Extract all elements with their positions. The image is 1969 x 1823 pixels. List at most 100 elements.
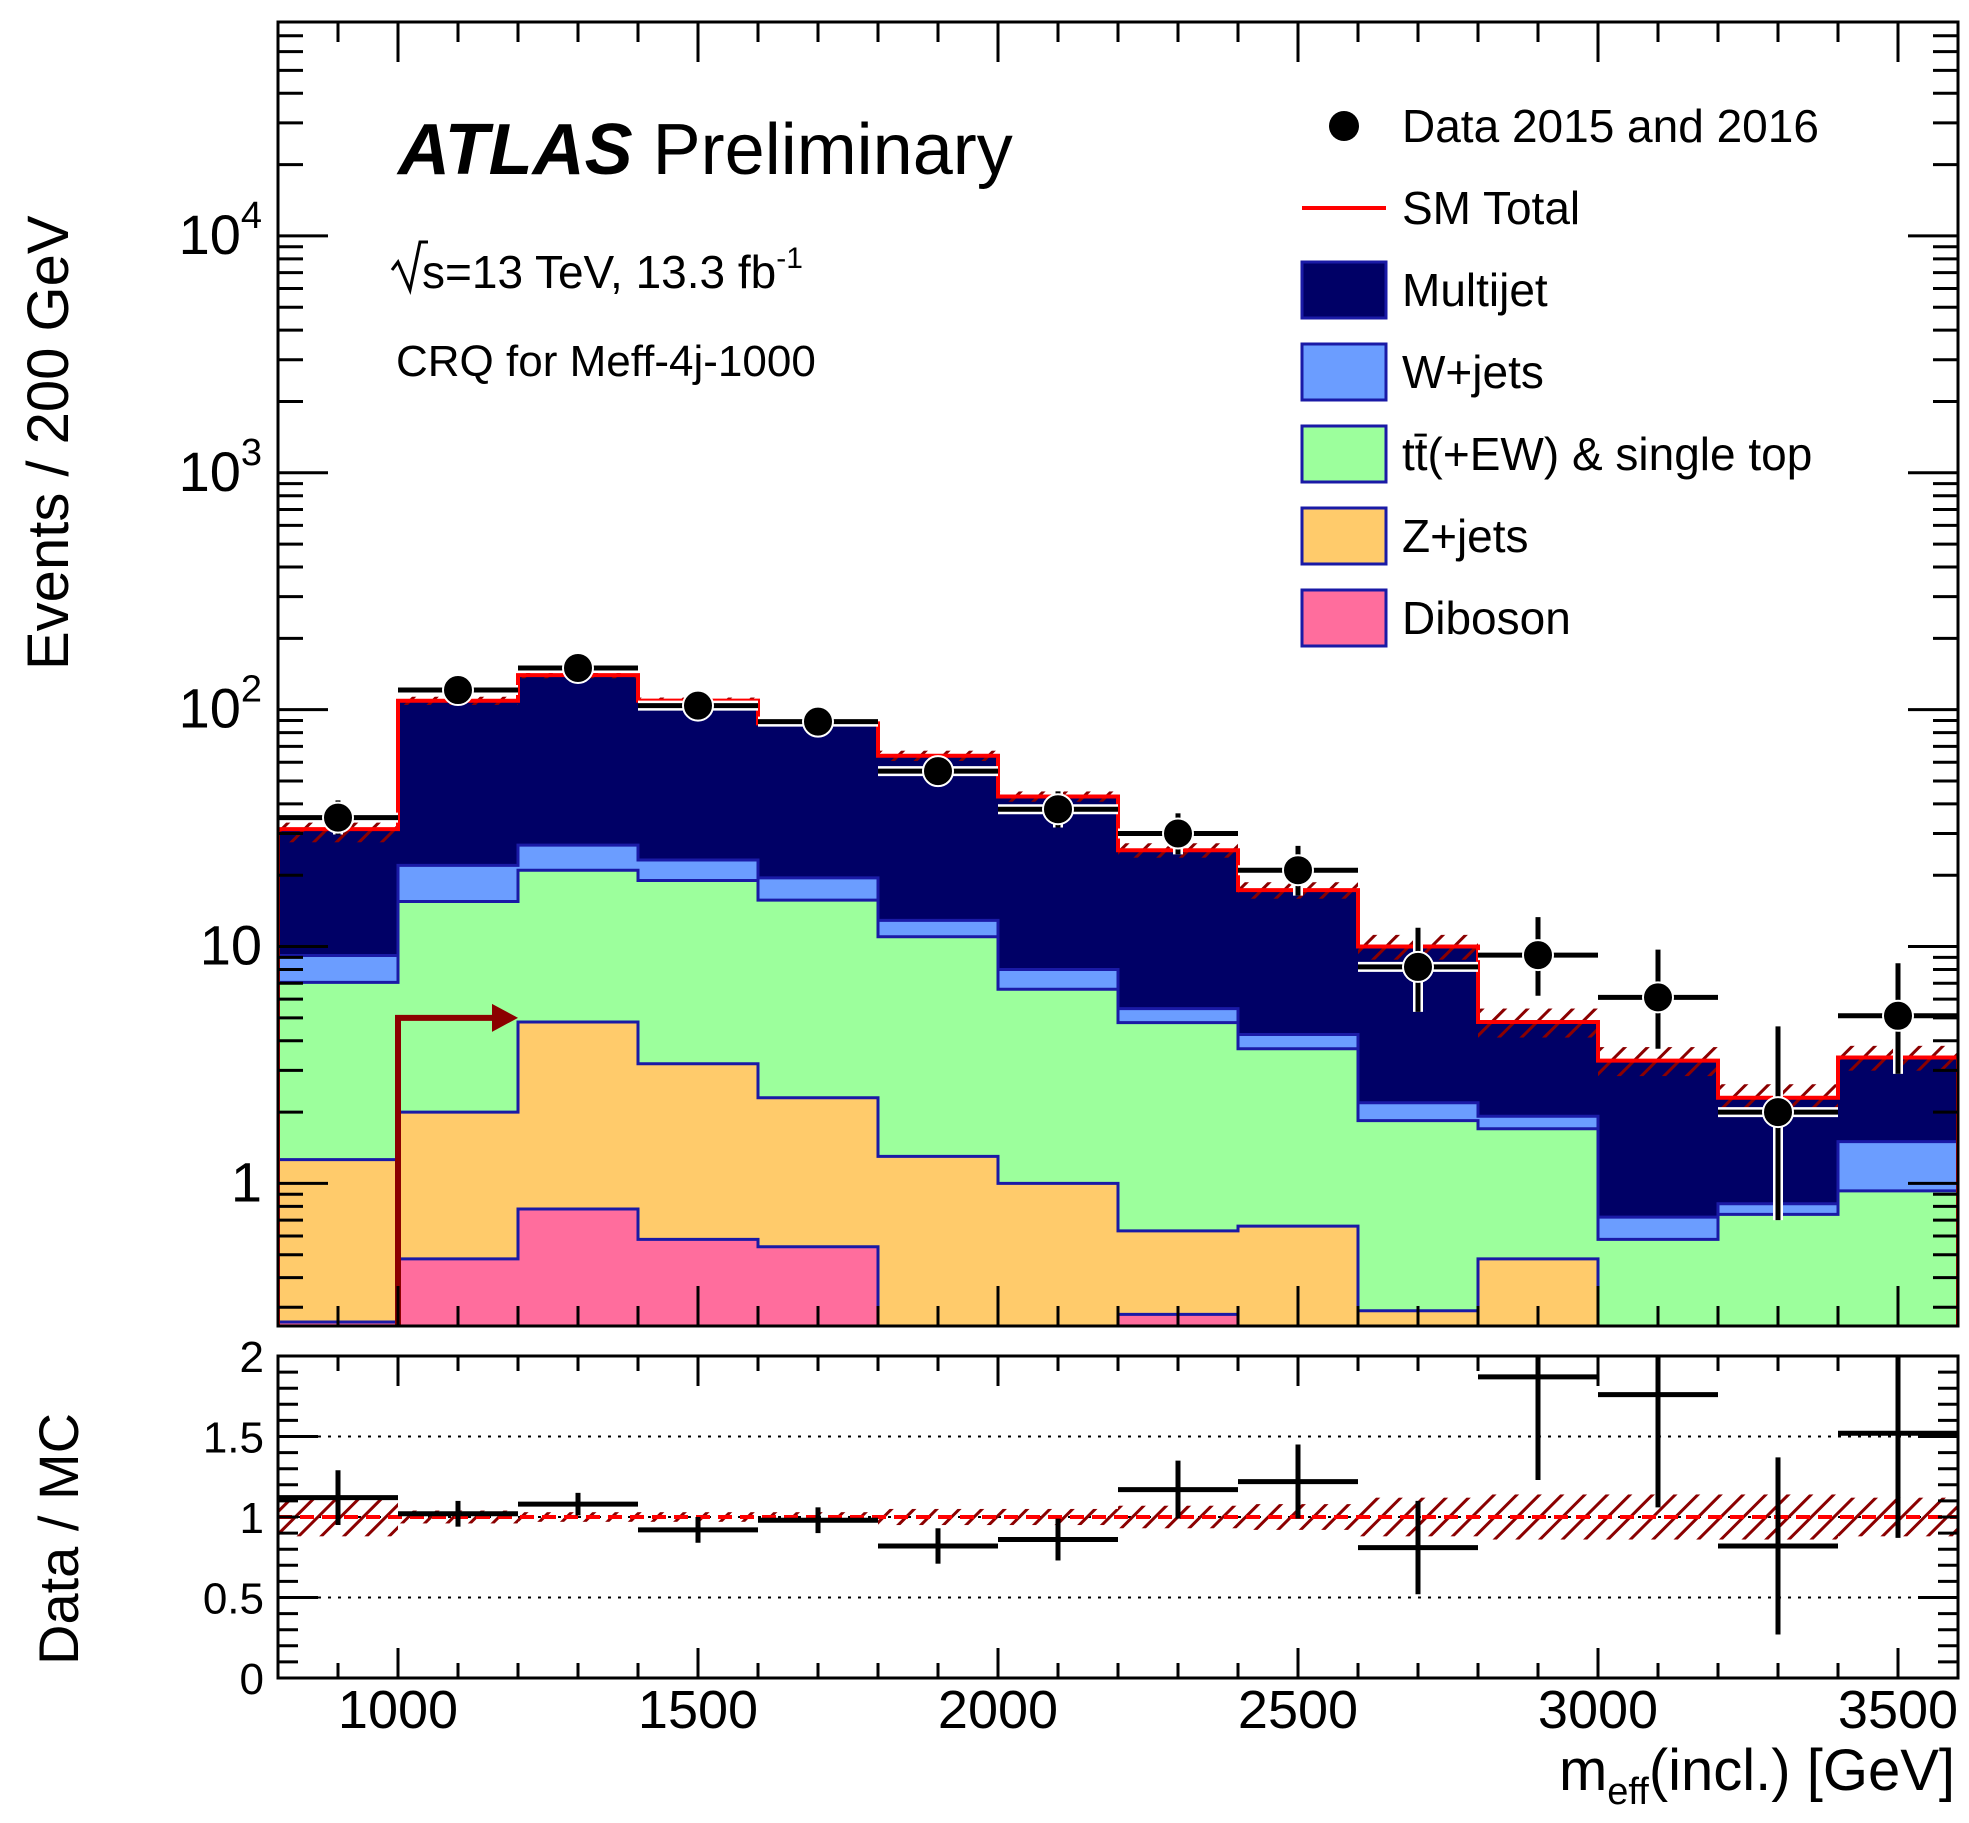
legend-label: SM Total bbox=[1402, 182, 1580, 234]
ratio-point bbox=[1238, 1444, 1358, 1519]
ratio-point bbox=[638, 1517, 758, 1543]
legend-entry-tt-ew-single-top: tt̄(+EW) & single top bbox=[1300, 424, 1812, 484]
x-tick-label: 1500 bbox=[638, 1680, 758, 1740]
legend: Data 2015 and 2016 SM Total Multijet W+jets… bbox=[1300, 100, 1819, 648]
ratio-points-layer bbox=[278, 1356, 1958, 1635]
data-marker bbox=[1162, 817, 1194, 850]
x-axis-label-sub: eff bbox=[1607, 1771, 1649, 1813]
ratio-point bbox=[278, 1470, 398, 1526]
stack-layer bbox=[278, 673, 1958, 1326]
legend-swatch bbox=[1300, 506, 1388, 566]
region-label: CRQ for Meff-4j-1000 bbox=[396, 337, 816, 386]
data-marker bbox=[1522, 939, 1554, 972]
legend-label: Data 2015 and 2016 bbox=[1402, 100, 1819, 152]
data-points-layer bbox=[278, 651, 1958, 1221]
y-tick-label: 103 bbox=[179, 432, 262, 503]
data-point bbox=[398, 674, 518, 707]
data-marker bbox=[322, 801, 354, 834]
y-axis-label: Events / 200 GeV bbox=[16, 215, 81, 670]
legend-label: Diboson bbox=[1402, 592, 1571, 644]
x-axis-label-main: m bbox=[1559, 1738, 1607, 1803]
data-point bbox=[1358, 927, 1478, 1012]
ratio-point bbox=[758, 1507, 878, 1534]
legend-entry-sm-total: SM Total bbox=[1302, 182, 1580, 234]
stack-diboson bbox=[278, 1207, 1240, 1326]
ratio-point bbox=[1718, 1457, 1838, 1635]
energy-lumi-label: s=13 TeV, 13.3 fb-1 bbox=[390, 240, 803, 298]
energy-prefix: s bbox=[422, 246, 445, 298]
legend-entry-z-jets: Z+jets bbox=[1300, 506, 1529, 566]
legend-swatch bbox=[1300, 260, 1388, 320]
legend-entry-diboson: Diboson bbox=[1300, 588, 1571, 648]
data-point bbox=[758, 705, 878, 738]
legend-entry-data-2015-and-2016: Data 2015 and 2016 bbox=[1329, 100, 1819, 152]
ratio-y-tick-label: 1 bbox=[240, 1494, 264, 1543]
experiment-name: ATLAS bbox=[396, 110, 633, 190]
y-tick-label: 10 bbox=[200, 914, 262, 977]
data-point bbox=[1238, 845, 1358, 896]
cut-arrow-line bbox=[395, 1014, 500, 1326]
ratio-panel bbox=[278, 1356, 1958, 1635]
x-tick-label: 1000 bbox=[338, 1680, 458, 1740]
data-marker bbox=[1642, 981, 1674, 1014]
data-marker bbox=[1282, 854, 1314, 887]
y-tick-label: 102 bbox=[179, 669, 262, 740]
legend-swatch bbox=[1300, 342, 1388, 402]
x-axis-label: meff(incl.) [GeV] bbox=[1559, 1738, 1955, 1813]
svg-text:s=13 TeV, 13.3 fb-1: s=13 TeV, 13.3 fb-1 bbox=[422, 242, 803, 298]
ratio-point bbox=[878, 1528, 998, 1564]
legend-swatch bbox=[1300, 424, 1388, 484]
main-panel bbox=[278, 651, 1958, 1326]
data-marker bbox=[922, 755, 954, 788]
ratio-point bbox=[1118, 1460, 1238, 1519]
x-tick-label: 2500 bbox=[1238, 1680, 1358, 1740]
ratio-point bbox=[1598, 1356, 1718, 1508]
y-tick-label: 1 bbox=[231, 1150, 262, 1213]
data-marker bbox=[1762, 1096, 1794, 1129]
data-marker bbox=[562, 651, 594, 684]
x-axis-label-rest: (incl.) [GeV] bbox=[1649, 1738, 1955, 1803]
sm-total-line bbox=[278, 673, 1958, 1326]
x-tick-label: 2000 bbox=[938, 1680, 1058, 1740]
x-tick-label: 3500 bbox=[1838, 1680, 1958, 1740]
energy-text: =13 TeV, 13.3 fb bbox=[445, 246, 776, 298]
main-axes: 1 10 102 103 104 bbox=[179, 20, 1958, 1326]
data-point bbox=[1598, 949, 1718, 1049]
data-point bbox=[278, 800, 398, 835]
sm-total-layer bbox=[278, 673, 1958, 1326]
lumi-exponent: -1 bbox=[776, 242, 803, 275]
data-point bbox=[1478, 917, 1598, 996]
atlas-label: ATLAS Preliminary bbox=[396, 110, 1013, 190]
data-marker bbox=[1042, 793, 1074, 826]
legend-label: Multijet bbox=[1402, 264, 1548, 316]
data-marker bbox=[802, 705, 834, 738]
ratio-uncertainty-band bbox=[278, 1494, 1958, 1540]
ratio-point bbox=[398, 1500, 518, 1527]
ratio-y-tick-label: 2 bbox=[240, 1333, 264, 1382]
x-tick-label: 3000 bbox=[1538, 1680, 1658, 1740]
ratio-y-tick-label: 0.5 bbox=[203, 1575, 264, 1624]
legend-label: W+jets bbox=[1402, 346, 1544, 398]
legend-label: tt̄(+EW) & single top bbox=[1402, 428, 1812, 480]
data-marker bbox=[442, 674, 474, 707]
data-point bbox=[518, 651, 638, 684]
status-label: Preliminary bbox=[653, 110, 1013, 190]
legend-swatch bbox=[1300, 588, 1388, 648]
cut-arrow-head bbox=[492, 1003, 518, 1032]
ratio-point bbox=[1478, 1356, 1598, 1480]
y-tick-label: 104 bbox=[179, 195, 262, 266]
legend-entry-multijet: Multijet bbox=[1300, 260, 1548, 320]
ratio-y-tick-label: 1.5 bbox=[203, 1414, 264, 1463]
data-marker bbox=[1882, 999, 1914, 1032]
legend-data-marker bbox=[1329, 111, 1359, 141]
data-point bbox=[1838, 963, 1958, 1074]
data-point bbox=[1118, 813, 1238, 855]
legend-label: Z+jets bbox=[1402, 510, 1529, 562]
ratio-point bbox=[518, 1492, 638, 1516]
ratio-y-axis-label: Data / MC bbox=[27, 1413, 90, 1665]
data-point bbox=[1718, 1026, 1838, 1221]
ratio-point bbox=[1358, 1500, 1478, 1595]
data-point bbox=[998, 791, 1118, 828]
data-point bbox=[638, 689, 758, 722]
